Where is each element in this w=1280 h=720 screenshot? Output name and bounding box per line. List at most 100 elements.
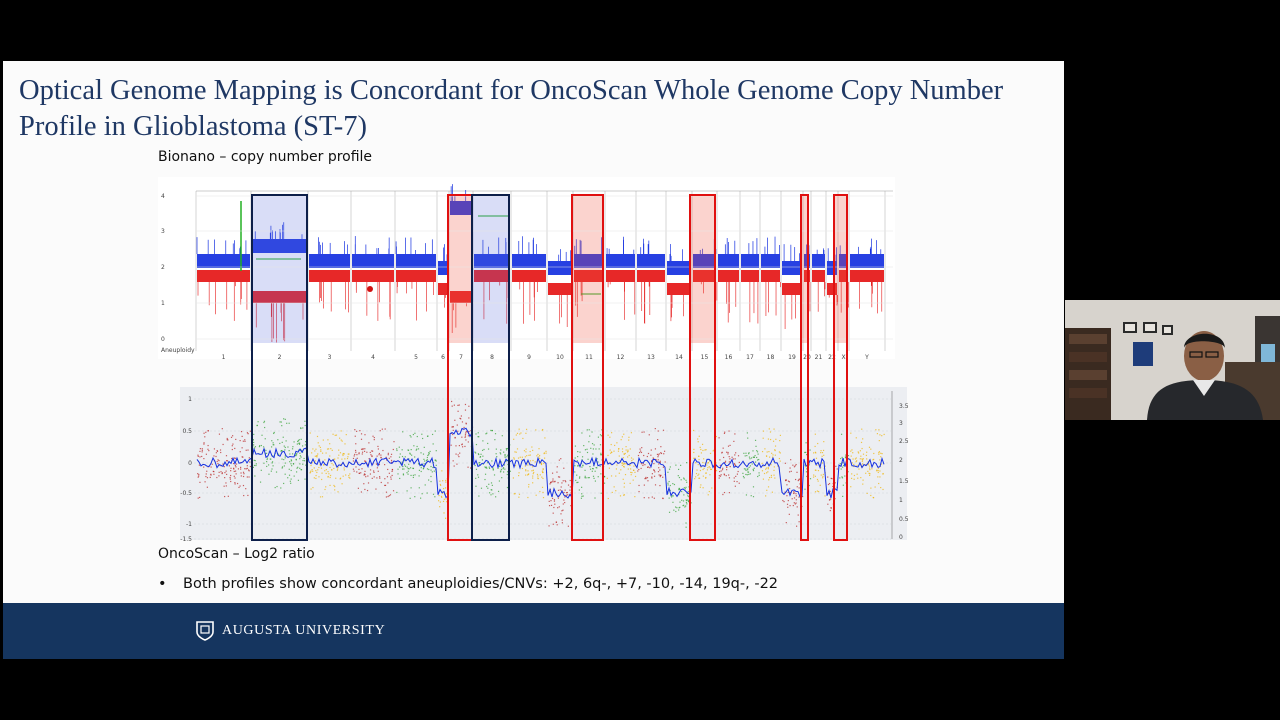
oncoscan-probe-point [457, 404, 459, 407]
oncoscan-probe-point [532, 473, 534, 475]
oncoscan-probe-point [737, 470, 739, 473]
oncoscan-probe-point [569, 489, 571, 491]
oncoscan-probe-point [364, 470, 366, 473]
oncoscan-probe-point [486, 432, 488, 434]
oncoscan-probe-point [406, 472, 408, 474]
oncoscan-probe-point [768, 456, 771, 458]
oncoscan-probe-point [805, 451, 807, 454]
oncoscan-probe-point [752, 469, 755, 472]
oncoscan-probe-point [763, 472, 766, 475]
oncoscan-probe-point [233, 468, 235, 470]
oncoscan-probe-point [774, 449, 776, 451]
oncoscan-probe-point [623, 494, 625, 497]
highlight-shading--10 [572, 195, 603, 343]
oncoscan-probe-point [525, 428, 528, 430]
oncoscan-probe-point [396, 449, 398, 452]
oncoscan-probe-point [600, 473, 602, 475]
oncoscan-probe-point [712, 450, 714, 452]
oncoscan-probe-point [402, 465, 404, 468]
oncoscan-probe-point [248, 457, 250, 459]
oncoscan-probe-point [728, 461, 730, 463]
oncoscan-probe-point [853, 474, 856, 477]
oncoscan-probe-point [603, 476, 606, 478]
oncoscan-left-tick: -1 [186, 521, 192, 528]
oncoscan-probe-point [402, 474, 405, 476]
oncoscan-probe-point [685, 499, 688, 502]
oncoscan-probe-point [756, 451, 759, 453]
oncoscan-left-tick: 1 [188, 396, 192, 403]
oncoscan-probe-point [878, 453, 880, 455]
oncoscan-probe-point [401, 449, 403, 451]
oncoscan-probe-point [299, 458, 301, 460]
oncoscan-right-tick: 2.5 [899, 438, 909, 445]
oncoscan-probe-point [543, 452, 545, 455]
oncoscan-probe-point [342, 452, 345, 455]
oncoscan-probe-point [442, 487, 445, 490]
oncoscan-probe-point [290, 482, 292, 484]
oncoscan-probe-point [281, 458, 283, 460]
oncoscan-probe-point [578, 489, 580, 491]
oncoscan-probe-point [563, 491, 565, 494]
oncoscan-probe-point [657, 459, 659, 461]
oncoscan-probe-point [203, 432, 205, 434]
oncoscan-probe-point [719, 475, 722, 477]
oncoscan-probe-point [221, 472, 223, 475]
oncoscan-probe-point [854, 458, 857, 460]
oncoscan-probe-point [624, 463, 626, 465]
oncoscan-probe-point [847, 471, 849, 473]
oncoscan-probe-point [242, 456, 244, 458]
oncoscan-probe-point [281, 466, 284, 468]
oncoscan-probe-point [594, 497, 596, 499]
oncoscan-probe-point [409, 434, 411, 437]
oncoscan-probe-point [793, 492, 795, 494]
oncoscan-probe-point [263, 462, 265, 464]
oncoscan-probe-point [366, 451, 368, 453]
oncoscan-probe-point [851, 473, 853, 475]
oncoscan-probe-point [368, 442, 370, 444]
oncoscan-probe-point [623, 486, 625, 488]
oncoscan-probe-point [651, 460, 653, 463]
oncoscan-probe-point [291, 448, 294, 450]
oncoscan-probe-point [269, 458, 271, 460]
oncoscan-probe-point [722, 447, 724, 449]
oncoscan-probe-point [589, 435, 591, 437]
oncoscan-probe-point [256, 424, 258, 426]
oncoscan-probe-point [684, 488, 686, 490]
oncoscan-probe-point [226, 437, 228, 440]
oncoscan-probe-point [376, 477, 378, 479]
oncoscan-probe-point [531, 466, 534, 468]
oncoscan-probe-point [391, 461, 393, 463]
oncoscan-probe-point [834, 498, 836, 500]
oncoscan-probe-point [606, 477, 608, 479]
oncoscan-probe-point [750, 495, 752, 497]
oncoscan-probe-point [283, 458, 285, 461]
oncoscan-probe-point [561, 482, 563, 484]
oncoscan-probe-point [297, 440, 300, 442]
oncoscan-probe-point [321, 472, 323, 474]
oncoscan-probe-point [778, 451, 781, 453]
oncoscan-probe-point [798, 521, 800, 523]
oncoscan-probe-point [619, 460, 621, 462]
oncoscan-probe-point [253, 447, 256, 449]
oncoscan-probe-point [721, 451, 723, 453]
oncoscan-probe-point [401, 463, 403, 465]
oncoscan-probe-point [319, 464, 321, 466]
oncoscan-probe-point [745, 473, 747, 476]
oncoscan-probe-point [672, 483, 674, 485]
oncoscan-probe-point [843, 464, 845, 467]
oncoscan-probe-point [356, 457, 358, 459]
oncoscan-probe-point [218, 475, 220, 477]
oncoscan-probe-point [515, 451, 517, 453]
oncoscan-probe-point [499, 452, 501, 454]
oncoscan-probe-point [702, 449, 704, 452]
oncoscan-probe-point [378, 452, 380, 455]
oncoscan-probe-point [592, 468, 594, 470]
oncoscan-probe-point [779, 452, 781, 454]
oncoscan-probe-point [728, 477, 731, 479]
oncoscan-probe-point [541, 429, 543, 431]
cn-red-band [667, 283, 691, 295]
oncoscan-probe-point [796, 506, 798, 508]
oncoscan-probe-point [240, 430, 243, 433]
oncoscan-probe-point [492, 469, 494, 471]
oncoscan-probe-point [774, 477, 776, 479]
